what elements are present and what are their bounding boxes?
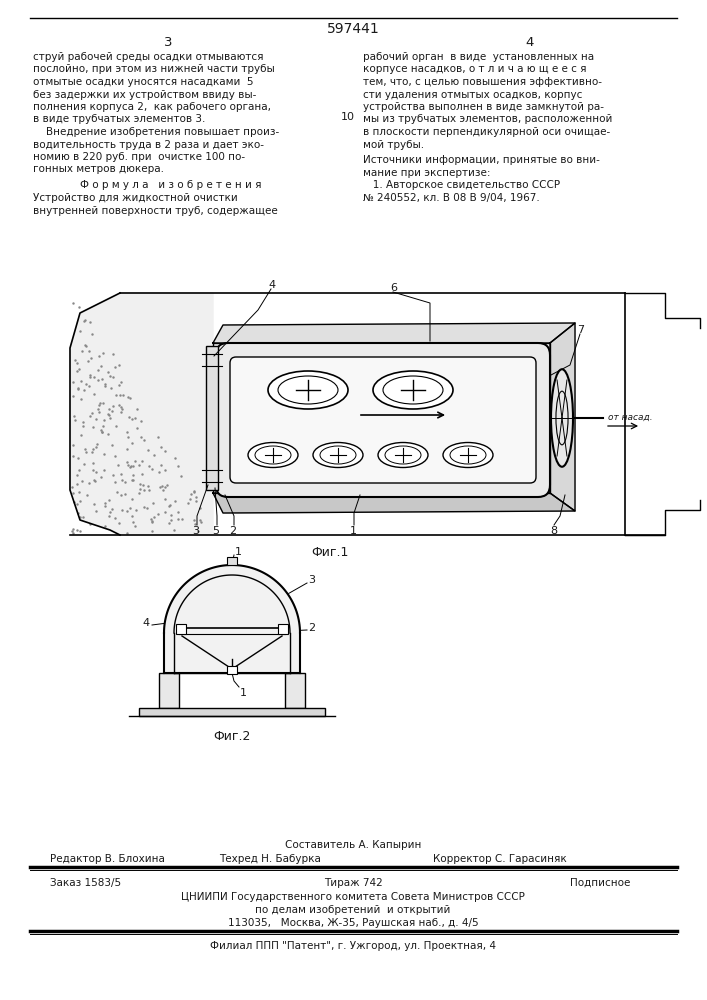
Text: 3: 3 [192, 526, 199, 536]
Text: мы из трубчатых элементов, расположенной: мы из трубчатых элементов, расположенной [363, 114, 612, 124]
Text: гонных метров дюкера.: гонных метров дюкера. [33, 164, 164, 174]
Bar [278, 624, 288, 634]
Text: Ф о р м у л а   и з о б р е т е н и я: Ф о р м у л а и з о б р е т е н и я [80, 180, 262, 190]
Text: отмытые осадки уносятся насадками  5: отмытые осадки уносятся насадками 5 [33, 77, 254, 87]
Text: 5: 5 [212, 526, 219, 536]
Text: 1: 1 [350, 526, 357, 536]
Text: рабочий орган  в виде  установленных на: рабочий орган в виде установленных на [363, 52, 594, 62]
Text: Заказ 1583/5: Заказ 1583/5 [50, 878, 121, 888]
Bar [139, 708, 325, 716]
Text: 4: 4 [526, 36, 534, 49]
Text: послойно, при этом из нижней части трубы: послойно, при этом из нижней части трубы [33, 64, 275, 75]
Text: Внедрение изобретения повышает произ-: Внедрение изобретения повышает произ- [33, 127, 279, 137]
Text: Фиг.2: Фиг.2 [214, 730, 251, 743]
Text: 1: 1 [235, 547, 242, 557]
Text: в плоскости перпендикулярной оси очищае-: в плоскости перпендикулярной оси очищае- [363, 127, 610, 137]
Text: № 240552, кл. В 08 В 9/04, 1967.: № 240552, кл. В 08 В 9/04, 1967. [363, 193, 539, 203]
Text: без задержки их устройством ввиду вы-: без задержки их устройством ввиду вы- [33, 90, 257, 100]
Text: номию в 220 руб. при  очистке 100 по-: номию в 220 руб. при очистке 100 по- [33, 152, 245, 162]
Text: 597441: 597441 [327, 22, 380, 36]
FancyBboxPatch shape [230, 357, 536, 483]
Text: тем, что, с целью повышения эффективно-: тем, что, с целью повышения эффективно- [363, 77, 602, 87]
Polygon shape [213, 343, 550, 493]
Bar [159, 673, 179, 708]
Ellipse shape [313, 442, 363, 468]
Text: корпусе насадков, о т л и ч а ю щ е е с я: корпусе насадков, о т л и ч а ю щ е е с … [363, 64, 587, 75]
Text: устройства выполнен в виде замкнутой ра-: устройства выполнен в виде замкнутой ра- [363, 102, 604, 112]
Text: 2: 2 [229, 526, 236, 536]
Polygon shape [213, 323, 575, 343]
Text: 1: 1 [240, 688, 247, 698]
Bar [227, 666, 237, 674]
Ellipse shape [443, 442, 493, 468]
Text: 113035,   Москва, Ж-35, Раушская наб., д. 4/5: 113035, Москва, Ж-35, Раушская наб., д. … [228, 918, 479, 928]
Text: ЦНИИПИ Государственного комитета Совета Министров СССР: ЦНИИПИ Государственного комитета Совета … [181, 892, 525, 902]
Text: Редактор В. Блохина: Редактор В. Блохина [50, 854, 165, 864]
Text: Составитель А. Капырин: Составитель А. Капырин [285, 840, 421, 850]
Text: струй рабочей среды осадки отмываются: струй рабочей среды осадки отмываются [33, 52, 264, 62]
Ellipse shape [378, 442, 428, 468]
Ellipse shape [551, 369, 573, 467]
Polygon shape [164, 565, 300, 673]
Text: Тираж 742: Тираж 742 [324, 878, 382, 888]
Text: Устройство для жидкостной очистки: Устройство для жидкостной очистки [33, 193, 238, 203]
Text: 4: 4 [268, 280, 275, 290]
Text: мание при экспертизе:: мание при экспертизе: [363, 168, 491, 178]
Bar [285, 673, 305, 708]
Text: от насад.: от насад. [608, 413, 653, 422]
Text: 4: 4 [142, 618, 149, 628]
Text: 7: 7 [577, 325, 584, 335]
Text: 8: 8 [550, 526, 557, 536]
Text: водительность труда в 2 раза и дает эко-: водительность труда в 2 раза и дает эко- [33, 139, 264, 149]
Text: 3: 3 [164, 36, 173, 49]
Polygon shape [550, 323, 575, 511]
Text: внутренней поверхности труб, содержащее: внутренней поверхности труб, содержащее [33, 206, 278, 216]
Ellipse shape [373, 371, 453, 409]
Text: по делам изобретений  и открытий: по делам изобретений и открытий [255, 905, 450, 915]
Bar [206, 346, 218, 490]
Ellipse shape [268, 371, 348, 409]
Text: Техред Н. Бабурка: Техред Н. Бабурка [219, 854, 321, 864]
FancyBboxPatch shape [216, 343, 550, 497]
Text: 2: 2 [308, 623, 315, 633]
Text: Филиал ППП "Патент", г. Ужгород, ул. Проектная, 4: Филиал ППП "Патент", г. Ужгород, ул. Про… [210, 941, 496, 951]
Bar [176, 624, 186, 634]
Text: 6: 6 [390, 283, 397, 293]
Text: мой трубы.: мой трубы. [363, 139, 424, 149]
Text: в виде трубчатых элементов 3.: в виде трубчатых элементов 3. [33, 114, 205, 124]
Text: Фиг.1: Фиг.1 [311, 546, 349, 559]
Bar [227, 557, 237, 565]
Polygon shape [213, 493, 575, 513]
Polygon shape [70, 293, 213, 535]
Text: 10: 10 [341, 112, 355, 122]
Text: Корректор С. Гарасиняк: Корректор С. Гарасиняк [433, 854, 567, 864]
Text: сти удаления отмытых осадков, корпус: сти удаления отмытых осадков, корпус [363, 90, 583, 100]
Text: Источники информации, принятые во вни-: Источники информации, принятые во вни- [363, 155, 600, 165]
Text: 1. Авторское свидетельство СССР: 1. Авторское свидетельство СССР [363, 180, 560, 190]
Ellipse shape [248, 442, 298, 468]
Text: полнения корпуса 2,  как рабочего органа,: полнения корпуса 2, как рабочего органа, [33, 102, 271, 112]
Text: 3: 3 [308, 575, 315, 585]
Text: Подписное: Подписное [570, 878, 630, 888]
